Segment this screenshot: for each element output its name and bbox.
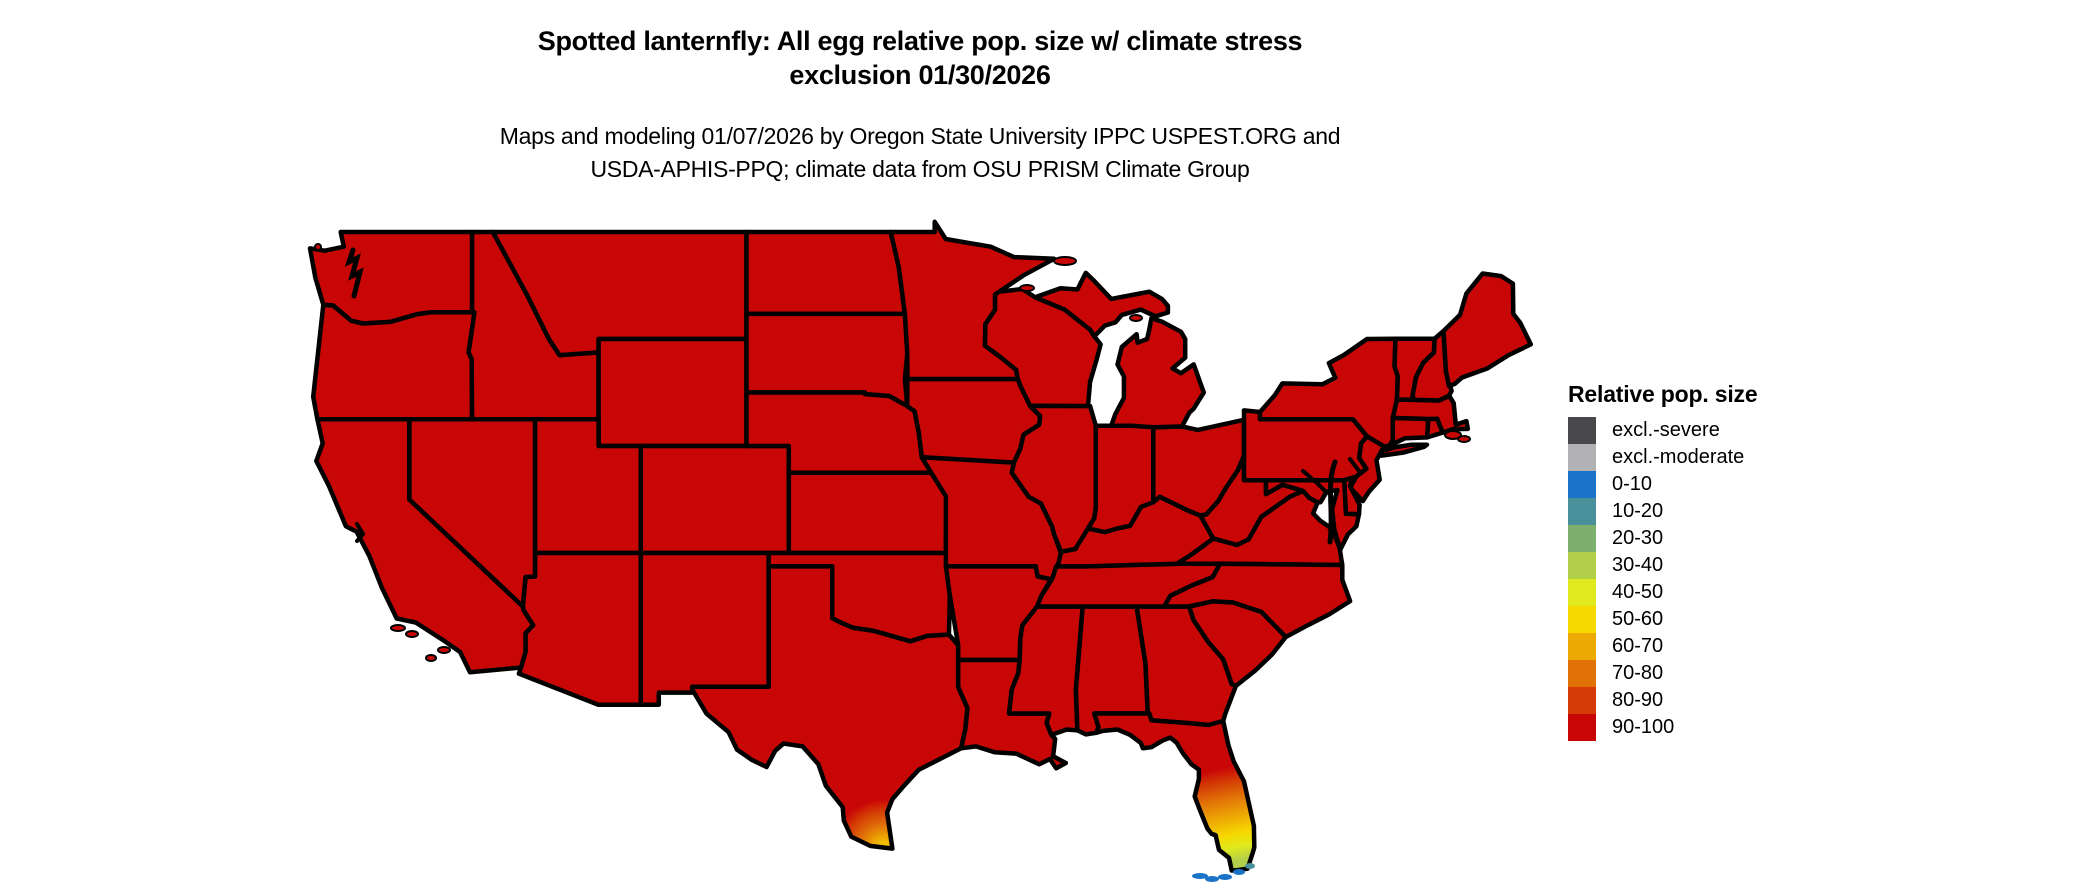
potomac-river-inlet bbox=[1301, 469, 1329, 495]
legend-swatch bbox=[1568, 687, 1596, 714]
legend-item-label: 20-30 bbox=[1612, 527, 1664, 549]
legend-swatch bbox=[1568, 633, 1596, 660]
island-speck bbox=[390, 624, 406, 632]
legend-item: 30-40 bbox=[1568, 552, 1757, 579]
legend-item-label: 70-80 bbox=[1612, 662, 1664, 684]
state-me bbox=[1441, 271, 1534, 389]
state-nm bbox=[638, 550, 771, 707]
states-layer bbox=[307, 219, 1534, 873]
legend-item: 20-30 bbox=[1568, 525, 1757, 552]
title-line-1: Spotted lanternfly: All egg relative pop… bbox=[537, 26, 1303, 56]
title-line-2: exclusion 01/30/2026 bbox=[789, 60, 1051, 90]
island-speck bbox=[1129, 314, 1143, 322]
legend-item-label: 0-10 bbox=[1612, 473, 1653, 495]
state-ks bbox=[786, 470, 949, 556]
state-wy bbox=[596, 336, 749, 449]
legend-title: Relative pop. size bbox=[1568, 381, 1758, 407]
legend-swatch bbox=[1568, 471, 1596, 498]
legend-item: 0-10 bbox=[1568, 471, 1757, 498]
island-speck bbox=[425, 654, 437, 662]
legend-item-label: 80-90 bbox=[1612, 689, 1664, 711]
legend: Relative pop. size excl.-severe excl.-mod… bbox=[1568, 381, 1758, 741]
legend-swatch bbox=[1568, 606, 1596, 633]
coastal-details bbox=[314, 243, 1471, 882]
florida-keys-speck bbox=[1218, 874, 1232, 880]
legend-swatch bbox=[1568, 417, 1596, 444]
island-speck bbox=[437, 646, 451, 654]
subtitle-line-2: USDA-APHIS-PPQ; climate data from OSU PR… bbox=[590, 156, 1250, 182]
legend-item-label: 60-70 bbox=[1612, 635, 1664, 657]
island-speck bbox=[1457, 435, 1471, 443]
state-mi bbox=[1108, 315, 1207, 430]
legend-swatch bbox=[1568, 525, 1596, 552]
state-in bbox=[1085, 423, 1156, 535]
florida-keys-speck bbox=[1192, 873, 1208, 879]
legend-swatch bbox=[1568, 579, 1596, 606]
legend-item-label: 30-40 bbox=[1612, 554, 1664, 576]
legend-item: 40-50 bbox=[1568, 579, 1757, 606]
figure-title: Spotted lanternfly: All egg relative pop… bbox=[0, 24, 1840, 92]
legend-swatch bbox=[1568, 498, 1596, 525]
figure-header: Spotted lanternfly: All egg relative pop… bbox=[0, 24, 1840, 186]
state-ct bbox=[1386, 415, 1431, 449]
san-francisco-bay-inlet bbox=[355, 522, 366, 543]
chesapeake-bay-inlet bbox=[1327, 459, 1338, 545]
island-speck bbox=[314, 243, 322, 251]
state-ms bbox=[1006, 604, 1085, 738]
legend-item-label: 40-50 bbox=[1612, 581, 1664, 603]
island-speck bbox=[1053, 256, 1077, 266]
figure-subtitle: Maps and modeling 01/07/2026 by Oregon S… bbox=[0, 120, 1840, 186]
island-speck bbox=[1019, 284, 1035, 292]
state-nd bbox=[744, 229, 908, 317]
delaware-bay-inlet bbox=[1348, 457, 1361, 473]
state-fl bbox=[1092, 711, 1257, 873]
legend-item: 80-90 bbox=[1568, 687, 1757, 714]
legend-item: excl.-moderate bbox=[1568, 444, 1757, 471]
legend-item: 10-20 bbox=[1568, 498, 1757, 525]
legend-item-label: 90-100 bbox=[1612, 716, 1675, 738]
state-az bbox=[516, 550, 644, 707]
island-speck bbox=[1444, 430, 1462, 440]
legend-item-label: excl.-severe bbox=[1612, 419, 1720, 441]
legend-item: excl.-severe bbox=[1568, 417, 1757, 444]
subtitle-line-1: Maps and modeling 01/07/2026 by Oregon S… bbox=[499, 123, 1341, 149]
island-speck bbox=[405, 630, 419, 638]
legend-item: 50-60 bbox=[1568, 606, 1757, 633]
state-or bbox=[310, 302, 477, 422]
legend-item: 70-80 bbox=[1568, 660, 1757, 687]
state-sc bbox=[1186, 599, 1289, 689]
legend-items: excl.-severe excl.-moderate 0-10 10-20 20-30… bbox=[1568, 417, 1757, 741]
state-md bbox=[1263, 477, 1362, 553]
florida-keys-speck bbox=[1245, 863, 1255, 869]
state-mu bbox=[1032, 270, 1171, 339]
legend-item: 90-100 bbox=[1568, 714, 1757, 741]
legend-item-label: 10-20 bbox=[1612, 500, 1664, 522]
state-co bbox=[638, 443, 792, 556]
legend-swatch bbox=[1568, 714, 1596, 741]
florida-keys-speck bbox=[1233, 869, 1245, 875]
legend-item-label: 50-60 bbox=[1612, 608, 1664, 630]
legend-item-label: excl.-moderate bbox=[1612, 446, 1745, 468]
legend-swatch bbox=[1568, 444, 1596, 471]
legend-item: 60-70 bbox=[1568, 633, 1757, 660]
legend-swatch bbox=[1568, 660, 1596, 687]
puget-sound-inlet bbox=[344, 247, 364, 299]
state-li bbox=[1379, 442, 1430, 458]
state-tx bbox=[689, 564, 970, 851]
legend-swatch bbox=[1568, 552, 1596, 579]
florida-keys-speck bbox=[1205, 876, 1219, 882]
